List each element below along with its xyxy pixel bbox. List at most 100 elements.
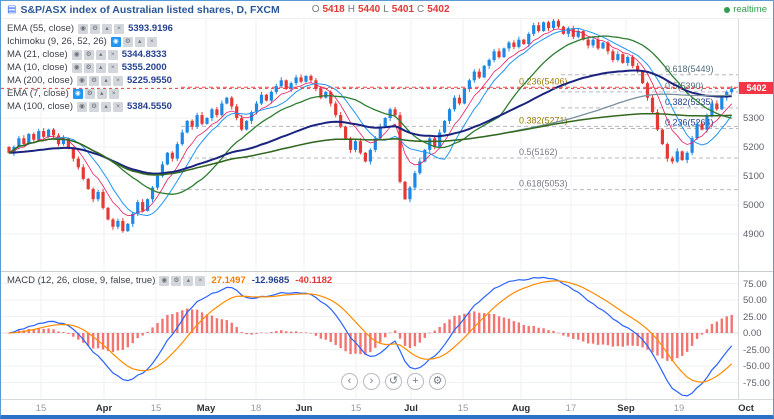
macd-axis-tick: -25.00 [743,344,770,356]
settings-icon[interactable]: ⚙ [122,36,133,47]
macd-axis[interactable]: 75.00 50.00 25.00 0.00 -25.00 -50.00 -75.00 [738,272,773,399]
close-icon[interactable]: × [146,36,157,47]
settings-icon[interactable]: ⚙ [84,88,95,99]
settings-icon[interactable]: ⚙ [83,49,94,60]
visibility-icon[interactable]: ◉ [72,88,83,99]
scroll-left-button[interactable]: ‹ [341,373,358,390]
indicator-label[interactable]: MA (200, close) [7,75,73,86]
settings-icon[interactable]: ⚙ [90,23,101,34]
close-icon[interactable]: × [107,62,118,73]
macd-label[interactable]: MACD (12, 26, close, 9, false, true) [7,275,156,286]
macd-axis-tick: 25.00 [743,311,767,323]
fib-label: 0.5(5390) [665,81,704,91]
indicator-row-4: MA (10, close) ◉ ⚙ ▴ × 5355.2000 [7,61,173,74]
price-axis[interactable]: 540053005200510050004900 [738,19,773,271]
indicator-row-2: Ichimoku (9, 26, 52, 26) ◉ ⚙ ▴ × [7,35,173,48]
indicator-row-3: MA (21, close) ◉ ⚙ ▴ × 5344.8333 [7,48,173,61]
overlay-line-ma-21 [8,35,732,195]
indicator-label[interactable]: Ichimoku (9, 26, 52, 26) [7,36,107,47]
low-value: 5401 [391,4,415,15]
time-axis[interactable]: 15 Apr 15 May 18 Jun 15 Jul 15 Aug 17 Sep 19 Oct [1,399,773,415]
visibility-icon[interactable]: ◉ [71,49,82,60]
time-axis-label: 17 [565,403,577,414]
macd-axis-tick: -75.00 [743,377,770,389]
settings-icon[interactable]: ⚙ [89,75,99,86]
price-axis-tick: 5200 [743,142,765,153]
high-value: 5440 [357,4,381,15]
fib-label: 0.5(5162) [519,147,558,157]
indicator-buttons: ◉ ⚙ ▴ × [110,36,157,47]
close-label: C [417,4,425,15]
realtime-label: realtime [733,4,767,15]
indicator-legend: EMA (55, close) ◉ ⚙ ▴ × 5393.9196 Ichimoku (9,… [7,22,173,113]
chart-properties-button[interactable]: ⚙ [429,373,446,390]
visibility-icon[interactable]: ◉ [71,62,82,73]
visibility-icon[interactable]: ◉ [78,23,89,34]
panel-divider[interactable] [1,271,773,272]
macd-axis-tick: 0.00 [743,328,762,339]
visibility-icon[interactable]: ◉ [110,36,121,47]
overlay-line-ma-200 [8,112,732,176]
maximize-icon[interactable]: ▴ [102,23,113,34]
indicator-label[interactable]: MA (10, close) [7,62,68,73]
time-axis-label: 15 [350,403,362,414]
reset-view-button[interactable]: ↺ [385,373,402,390]
fib-retracement[interactable]: 0.236(5406) 0.382(5271) 0.5(5162) 0.618(505… [181,64,738,191]
indicator-buttons: ◉ ⚙ ▴ × [71,49,118,60]
chart-layout-icon[interactable]: ▤ [7,3,17,15]
visibility-icon[interactable]: ◉ [77,101,87,112]
close-icon[interactable]: × [114,23,125,34]
maximize-icon[interactable]: ▴ [96,88,107,99]
close-icon[interactable]: × [108,88,119,99]
time-axis-label: 18 [250,403,262,414]
macd-panel-canvas[interactable] [1,272,738,399]
fib-label: 0.236(5264) [665,117,714,127]
close-icon[interactable]: × [195,275,206,286]
indicator-value: 5225.9550 [127,75,172,86]
macd-axis-tick: 75.00 [743,278,767,290]
time-axis-label: 19 [673,403,685,414]
maximize-icon[interactable]: ▴ [95,62,106,73]
close-icon[interactable]: × [113,101,123,112]
indicator-label[interactable]: EMA (7, close) [7,88,69,99]
fib-label: 0.236(5406) [519,76,568,86]
time-axis-label: Jul [404,403,418,414]
price-axis-tick: 5100 [743,171,765,182]
macd-line [8,276,733,397]
macd-legend: MACD (12, 26, close, 9, false, true) ◉ ⚙ ▴… [7,275,332,286]
indicator-row-5: MA (200, close) ◉ ⚙ ▴ × 5225.9550 [7,74,173,87]
settings-icon[interactable]: ⚙ [83,62,94,73]
indicator-label[interactable]: EMA (55, close) [7,23,75,34]
scroll-right-button[interactable]: › [363,373,380,390]
zoom-in-button[interactable]: + [407,373,424,390]
macd-axis-tick: -50.00 [743,361,770,372]
price-axis-tick: 4900 [743,229,765,240]
main-chart-canvas[interactable]: 0.236(5406) 0.382(5271) 0.5(5162) 0.618(505… [1,19,738,271]
indicator-buttons: ◉ ⚙ ▴ × [78,23,125,34]
indicator-label[interactable]: MA (21, close) [7,49,68,60]
indicator-value: 5344.8333 [121,49,167,60]
settings-icon[interactable]: ⚙ [171,275,182,286]
maximize-icon[interactable]: ▴ [101,75,111,86]
visibility-icon[interactable]: ◉ [77,75,87,86]
time-axis-label: Sep [617,403,635,414]
visibility-icon[interactable]: ◉ [159,275,170,286]
macd-value: -12.9685 [251,275,290,286]
chart-nav-buttons: ‹ › ↺ + ⚙ [341,373,446,390]
maximize-icon[interactable]: ▴ [95,49,106,60]
settings-icon[interactable]: ⚙ [89,101,99,112]
indicator-buttons: ◉ ⚙ ▴ × [71,62,118,73]
fib-label: 0.382(5271) [519,115,568,125]
maximize-icon[interactable]: ▴ [101,101,111,112]
time-axis-label: May [196,403,216,414]
maximize-icon[interactable]: ▴ [183,275,194,286]
indicator-value: 5384.5550 [127,101,172,112]
chart-title: S&P/ASX index of Australian listed share… [20,3,280,16]
maximize-icon[interactable]: ▴ [134,36,145,47]
time-axis-label: 15 [35,403,47,414]
indicator-buttons: ◉ ⚙ ▴ × [72,88,119,99]
indicator-label[interactable]: MA (100, close) [7,101,73,112]
close-icon[interactable]: × [113,75,123,86]
close-icon[interactable]: × [107,49,118,60]
